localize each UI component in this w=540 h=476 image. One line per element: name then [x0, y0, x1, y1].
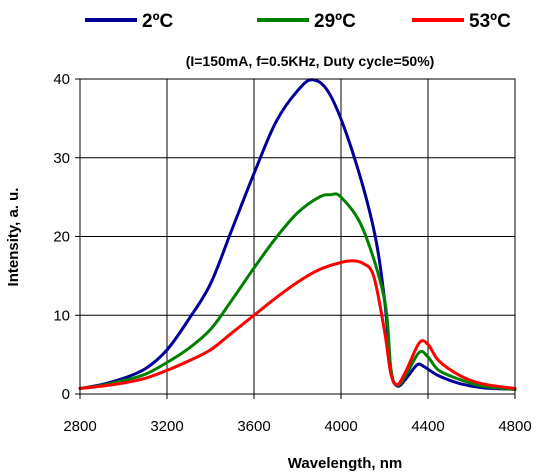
series-lines — [78, 78, 517, 391]
x-axis-title: Wavelength, nm — [288, 455, 402, 472]
chart-subtitle: (I=150mA, f=0.5KHz, Duty cycle=50%) — [186, 53, 435, 69]
x-tick-label: 3600 — [237, 418, 270, 435]
y-tick-label: 40 — [53, 71, 70, 88]
y-tick-label: 20 — [53, 229, 70, 246]
series-line-2 — [78, 259, 517, 390]
x-tick-label: 2800 — [63, 418, 96, 435]
y-tick-label: 10 — [53, 307, 70, 324]
legend-label-2: 53ºC — [469, 11, 511, 32]
series-line-1 — [78, 192, 517, 391]
y-axis-ticks: 0 10 20 30 40 — [53, 71, 80, 403]
y-axis-title: Intensity, a. u. — [5, 188, 22, 287]
x-tick-label: 4000 — [324, 418, 357, 435]
x-tick-label: 4800 — [498, 418, 531, 435]
legend-label-0: 2ºC — [142, 11, 174, 32]
grid-lines — [80, 79, 515, 394]
y-tick-label: 0 — [62, 386, 70, 403]
x-tick-label: 3200 — [150, 418, 183, 435]
legend-label-1: 29ºC — [314, 11, 356, 32]
x-tick-label: 4400 — [411, 418, 444, 435]
legend: 2ºC 29ºC 53ºC — [85, 11, 511, 32]
series-line-0 — [78, 78, 517, 391]
y-tick-label: 30 — [53, 150, 70, 167]
x-axis-ticks: 2800 3200 3600 4000 4400 4800 — [63, 394, 532, 435]
